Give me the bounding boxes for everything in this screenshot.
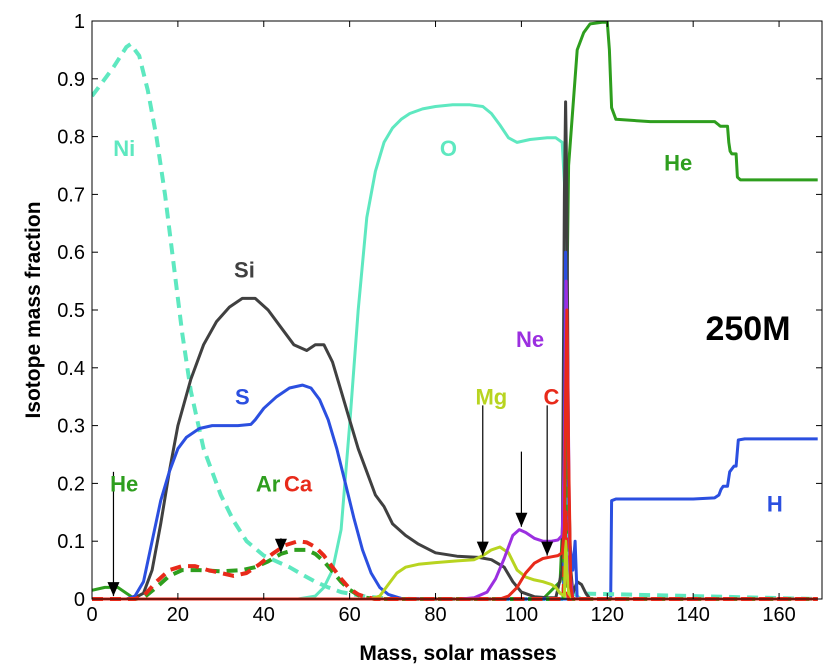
series-label-ar: Ar <box>256 471 281 496</box>
annotation-arrow-head <box>476 541 489 556</box>
series-label-h: H <box>767 492 783 517</box>
y-tick-label: 0.9 <box>57 69 85 91</box>
y-axis-title: Isotope mass fraction <box>22 201 45 418</box>
y-tick-label: 0.8 <box>57 127 85 149</box>
annotation-arrow-head <box>274 538 287 553</box>
annotation-arrow-head <box>107 582 120 597</box>
series-ar-dashed-line <box>92 423 818 601</box>
series-label-he: He <box>110 471 138 496</box>
annotation-arrow-head <box>541 541 554 556</box>
annotation-arrow-head <box>515 512 528 527</box>
series-label-ni: Ni <box>113 136 135 161</box>
y-tick-label: 0.6 <box>57 242 85 264</box>
x-tick-label: 140 <box>676 604 709 626</box>
y-tick-label: 0.3 <box>57 416 85 438</box>
series-mg-line <box>92 539 818 601</box>
y-tick-label: 0.5 <box>57 300 85 322</box>
y-tick-label: 0 <box>74 589 85 611</box>
series-label-c: C <box>544 385 560 410</box>
x-axis-title: Mass, solar masses <box>359 642 556 665</box>
series-label-o: O <box>440 136 457 161</box>
y-tick-label: 0.2 <box>57 473 85 495</box>
series-label-mg: Mg <box>475 385 507 410</box>
mass-label-250m: 250M <box>705 310 790 348</box>
series-label-s: S <box>235 385 250 410</box>
x-tick-label: 0 <box>86 604 97 626</box>
x-tick-label: 100 <box>505 604 538 626</box>
series-label-he: He <box>664 151 692 176</box>
y-tick-label: 0.7 <box>57 184 85 206</box>
x-tick-label: 20 <box>167 604 189 626</box>
x-tick-label: 160 <box>762 604 795 626</box>
series-layer <box>92 20 818 601</box>
series-c-line <box>92 308 818 601</box>
y-tick-label: 0.1 <box>57 531 85 553</box>
series-h-line <box>92 437 818 601</box>
annotation-layer: Ni O He Si S Ne Mg C He Ar Ca H <box>107 136 783 597</box>
axes-layer: 0 20 40 60 80 100 120 140 160 0 0.1 0.2 0.3 0.4 0.5 0.6… <box>57 11 822 626</box>
series-label-si: Si <box>234 258 255 283</box>
series-si-line <box>92 100 818 601</box>
series-s-line <box>92 250 818 601</box>
series-label-ca: Ca <box>284 471 313 496</box>
y-tick-label: 0.4 <box>57 358 85 380</box>
x-tick-label: 120 <box>591 604 624 626</box>
y-tick-label: 1 <box>74 11 85 33</box>
x-tick-label: 60 <box>339 604 361 626</box>
series-ca-dashed-line <box>92 510 818 601</box>
series-label-ne: Ne <box>516 327 544 352</box>
x-tick-label: 40 <box>253 604 275 626</box>
x-tick-label: 80 <box>424 604 446 626</box>
